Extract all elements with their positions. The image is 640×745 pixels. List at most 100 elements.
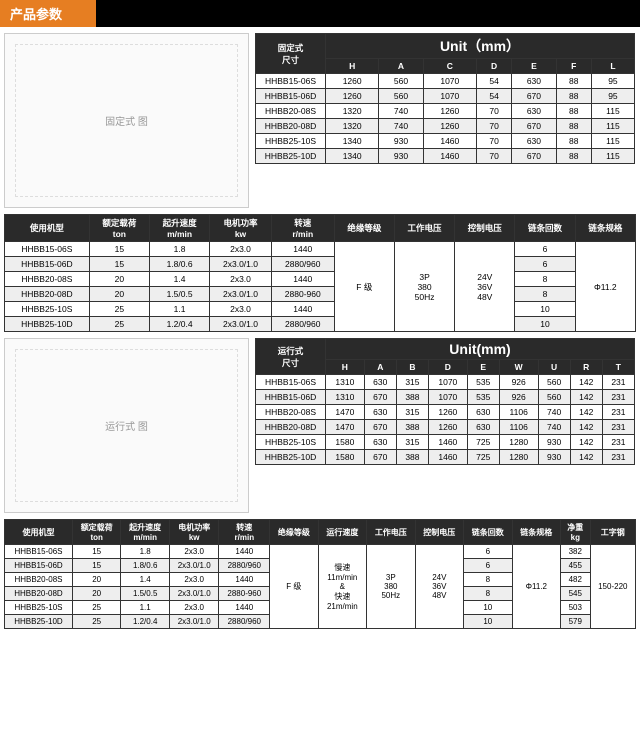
data-cell: 142 [570,435,602,450]
data-cell: 25 [89,317,149,332]
data-cell: HHBB15-06D [5,559,73,573]
col-header: 起升速度 m/min [149,215,209,242]
merged-cell: 3P 380 50Hz [367,545,415,629]
data-cell: 115 [591,134,634,149]
col-header: 绝缘等级 [270,520,318,545]
data-cell: 20 [89,272,149,287]
data-cell: 1260 [423,104,476,119]
data-cell: 1260 [423,119,476,134]
data-cell: 560 [379,89,423,104]
data-cell: 8 [515,287,575,302]
data-cell: 88 [556,74,591,89]
col-header: 净重 kg [561,520,591,545]
table-fixed-specs: 使用机型额定载荷 ton起升速度 m/min电机功率 kw转速 r/min绝缘等… [4,214,636,332]
data-cell: 535 [467,390,499,405]
col-header: 电机功率 kw [210,215,272,242]
col-header: H [326,59,379,74]
data-cell: 142 [570,390,602,405]
data-cell: HHBB15-06S [256,74,326,89]
data-cell: 10 [464,615,512,629]
data-cell: 2x3.0/1.0 [169,559,219,573]
data-cell: HHBB15-06S [5,545,73,559]
data-cell: 388 [396,420,428,435]
data-cell: 231 [602,390,634,405]
data-cell: 88 [556,149,591,164]
data-cell: 1.2/0.4 [121,615,169,629]
data-cell: 88 [556,89,591,104]
col-header: U [538,360,570,375]
col-header: E [467,360,499,375]
data-cell: 142 [570,450,602,465]
table-running-specs: 使用机型额定载荷 ton起升速度 m/min电机功率 kw转速 r/min绝缘等… [4,519,636,629]
data-cell: 1440 [219,545,270,559]
data-cell: 1280 [499,450,538,465]
data-cell: 70 [476,119,511,134]
data-cell: 1.4 [149,272,209,287]
data-cell: 115 [591,119,634,134]
data-cell: HHBB25-10S [256,134,326,149]
data-cell: 1310 [326,375,365,390]
col-header: C [423,59,476,74]
data-cell: 1.2/0.4 [149,317,209,332]
data-cell: 142 [570,420,602,435]
data-cell: 1.5/0.5 [149,287,209,302]
data-cell: 231 [602,375,634,390]
data-cell: 560 [538,375,570,390]
data-cell: 740 [379,119,423,134]
data-cell: 670 [364,450,396,465]
data-cell: 740 [379,104,423,119]
data-cell: 315 [396,375,428,390]
data-cell: 15 [72,559,120,573]
col-header: 转速 r/min [219,520,270,545]
data-cell: 388 [396,450,428,465]
data-cell: 1460 [428,435,467,450]
merged-cell: Φ11.2 [512,545,560,629]
data-cell: 1320 [326,104,379,119]
col-header: 控制电压 [455,215,515,242]
data-cell: 70 [476,134,511,149]
data-cell: 2880/960 [271,257,334,272]
data-cell: 2x3.0/1.0 [210,257,272,272]
data-cell: 930 [379,149,423,164]
data-cell: 10 [515,317,575,332]
merged-cell: 慢速 11m/min & 快速 21m/min [318,545,366,629]
th-unit: Unit（mm） [326,34,635,59]
data-cell: 670 [364,390,396,405]
data-cell: 6 [515,257,575,272]
data-cell: 2880/960 [219,559,270,573]
data-cell: 1260 [428,405,467,420]
data-cell: HHBB15-06S [256,375,326,390]
data-cell: 630 [512,134,556,149]
data-cell: 1440 [219,601,270,615]
merged-cell: 24V 36V 48V [415,545,463,629]
data-cell: 2x3.0/1.0 [210,287,272,302]
merged-cell: F 级 [334,242,394,332]
data-cell: 1440 [271,242,334,257]
data-cell: 1.4 [121,573,169,587]
col-header: R [570,360,602,375]
merged-cell: 3P 380 50Hz [394,242,454,332]
data-cell: 2880-960 [219,587,270,601]
data-cell: 70 [476,149,511,164]
data-cell: HHBB20-08D [256,420,326,435]
data-cell: 725 [467,450,499,465]
data-cell: 1070 [428,390,467,405]
data-cell: 630 [467,420,499,435]
data-cell: 1470 [326,405,365,420]
data-cell: 1.1 [149,302,209,317]
data-cell: 142 [570,375,602,390]
data-cell: 95 [591,74,634,89]
data-cell: HHBB20-08D [5,587,73,601]
data-cell: 8 [464,573,512,587]
data-cell: 630 [364,405,396,420]
data-cell: HHBB25-10S [5,302,90,317]
data-cell: 926 [499,375,538,390]
data-cell: 20 [89,287,149,302]
data-cell: 1460 [423,134,476,149]
th-unit2: Unit(mm) [326,339,635,360]
data-cell: HHBB25-10S [5,601,73,615]
col-header: 链条规格 [575,215,635,242]
data-cell: 54 [476,89,511,104]
data-cell: 1106 [499,420,538,435]
data-cell: 1.8/0.6 [149,257,209,272]
